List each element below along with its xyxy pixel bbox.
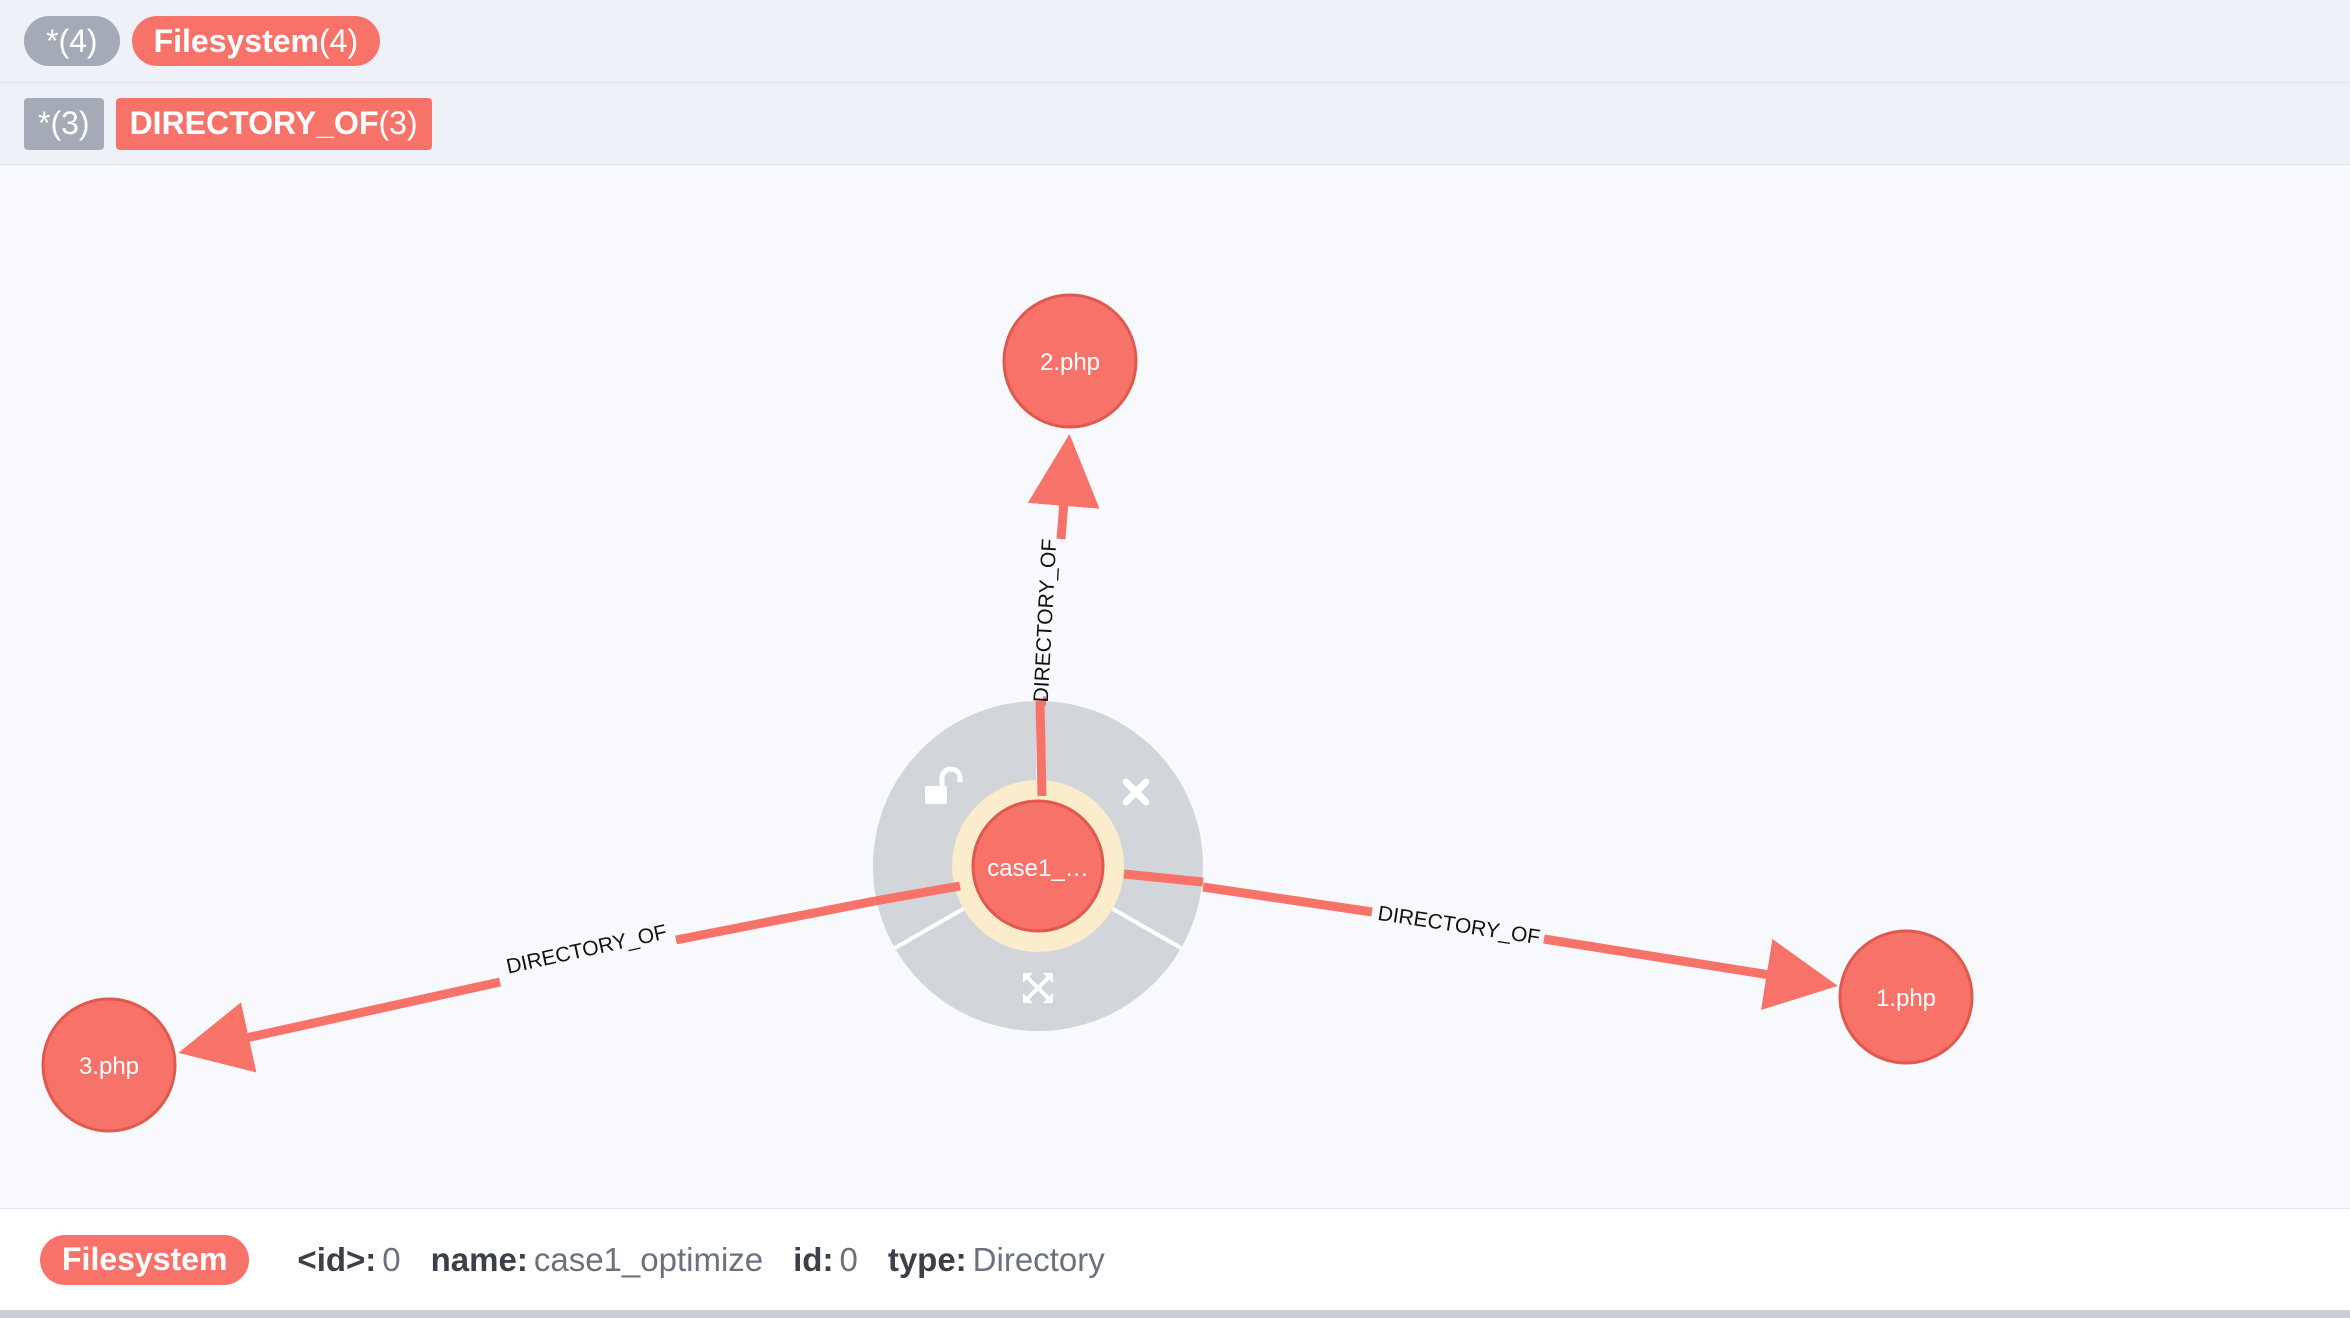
graph-node-3php[interactable]: 3.php xyxy=(41,997,177,1133)
inspector-property: id: 0 xyxy=(793,1241,858,1279)
graph-node-center[interactable]: case1_… xyxy=(971,799,1105,933)
legend-all-nodes-name: * xyxy=(46,22,59,59)
node-caption: 3.php xyxy=(79,1053,139,1080)
legend-directory-of-name: DIRECTORY_OF xyxy=(129,105,379,141)
legend-filesystem-pill[interactable]: Filesystem (4) xyxy=(131,16,381,66)
node-caption: case1_… xyxy=(987,855,1088,882)
relationship-arrow xyxy=(1027,434,1100,540)
relationship-type-legend: * (3) DIRECTORY_OF (3) xyxy=(0,83,2350,165)
node-circle xyxy=(971,799,1105,933)
property-value: 0 xyxy=(382,1240,401,1278)
relationship-line-segment xyxy=(874,881,961,906)
node-caption: 2.php xyxy=(1040,349,1100,376)
unlock-icon[interactable] xyxy=(925,766,963,804)
node-caption: 1.php xyxy=(1876,985,1936,1012)
node-label-legend: * (4) Filesystem (4) xyxy=(0,0,2350,83)
status-bar-bottom-border xyxy=(0,1310,2350,1318)
relationship-arrow xyxy=(178,977,501,1073)
legend-all-nodes-pill[interactable]: * (4) xyxy=(24,16,120,66)
relationship-line-segment xyxy=(1202,882,1373,917)
node-circle xyxy=(1838,929,1974,1065)
relationship-to-3php[interactable]: DIRECTORY_OF xyxy=(178,881,961,1073)
legend-directory-of-tag[interactable]: DIRECTORY_OF (3) xyxy=(115,97,432,150)
remove-icon[interactable] xyxy=(1122,778,1150,806)
inspector-label-pill[interactable]: Filesystem xyxy=(40,1234,250,1285)
legend-filesystem-name: Filesystem xyxy=(153,22,319,59)
relationship-line-segment xyxy=(1035,700,1047,797)
relationship-label: DIRECTORY_OF xyxy=(1030,538,1062,703)
property-key: <id>: xyxy=(297,1240,377,1278)
inspector-property: <id>: 0 xyxy=(297,1241,400,1279)
relationship-line-segment xyxy=(1123,869,1204,887)
property-key: type: xyxy=(887,1240,967,1278)
property-value: case1_optimize xyxy=(533,1240,764,1278)
graph-node-2php[interactable]: 2.php xyxy=(1002,293,1138,429)
relationship-line-segment xyxy=(675,896,876,945)
node-circle xyxy=(41,997,177,1133)
legend-directory-of-count: (3) xyxy=(378,105,418,141)
relationship-to-1php[interactable]: DIRECTORY_OF xyxy=(1123,869,1838,1011)
legend-all-relationships-name: * xyxy=(38,105,51,141)
node-circle xyxy=(1002,293,1138,429)
property-value: Directory xyxy=(972,1240,1105,1278)
legend-all-nodes-count: (4) xyxy=(58,22,98,59)
property-key: name: xyxy=(430,1240,528,1278)
legend-filesystem-count: (4) xyxy=(318,22,359,59)
graph-node-1php[interactable]: 1.php xyxy=(1838,929,1974,1065)
inspector-property: type: Directory xyxy=(888,1241,1105,1279)
relationship-label: DIRECTORY_OF xyxy=(1376,902,1541,949)
relationship-arrow xyxy=(1543,934,1838,1011)
legend-all-relationships-count: (3) xyxy=(50,105,90,141)
graph-svg[interactable]: DIRECTORY_OF DIRECTORY_OF DIRECTORY_OF c… xyxy=(0,166,2350,1208)
expand-icon[interactable] xyxy=(1022,972,1054,1004)
inspector-status-bar: Filesystem <id>: 0 name: case1_optimize id… xyxy=(0,1208,2350,1310)
legend-all-relationships-tag[interactable]: * (3) xyxy=(24,97,104,150)
graph-canvas[interactable]: DIRECTORY_OF DIRECTORY_OF DIRECTORY_OF c… xyxy=(0,166,2350,1208)
property-value: 0 xyxy=(839,1240,858,1278)
relationship-label: DIRECTORY_OF xyxy=(504,921,669,979)
property-key: id: xyxy=(793,1240,834,1278)
inspector-property: name: case1_optimize xyxy=(431,1241,764,1279)
